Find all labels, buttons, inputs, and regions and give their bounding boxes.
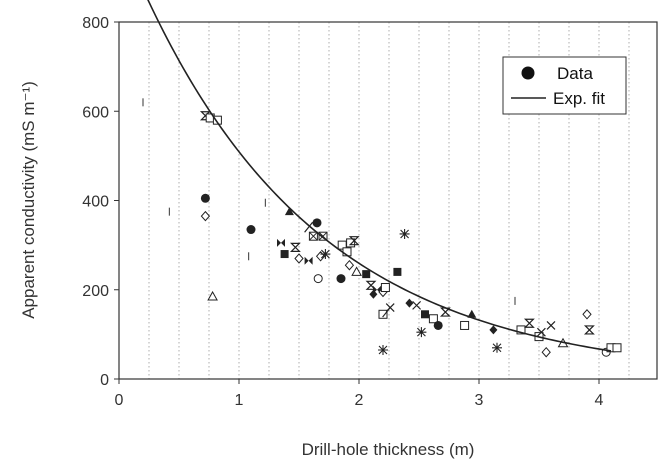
y-tick-label: 200 [82, 283, 109, 300]
data-point [200, 193, 210, 203]
data-point [246, 225, 256, 235]
data-point [385, 303, 395, 313]
data-point [336, 274, 346, 284]
data-point [207, 290, 218, 301]
data-point [523, 318, 535, 328]
data-point [421, 310, 429, 319]
data-point [277, 238, 285, 247]
y-tick-label: 0 [100, 372, 109, 389]
data-point [416, 327, 427, 338]
data-point [351, 266, 362, 276]
y-tick-label: 400 [82, 194, 109, 211]
data-point [612, 343, 622, 353]
data-point [399, 228, 410, 239]
data-point [365, 280, 377, 290]
data-point [304, 256, 313, 265]
y-axis-title: Apparent conductivity (mS m⁻¹) [19, 81, 38, 319]
data-point [380, 283, 390, 293]
legend: Data Exp. fit [502, 56, 627, 115]
data-point [541, 346, 551, 358]
data-point [492, 342, 502, 353]
legend-marker-data [521, 66, 535, 80]
data-point [489, 325, 498, 335]
data-point [378, 344, 388, 355]
data-point [280, 250, 289, 259]
data-point [289, 242, 301, 252]
data-point [348, 236, 360, 246]
data-point [294, 253, 304, 264]
data-point [583, 325, 595, 335]
data-point [315, 251, 326, 262]
data-points [142, 98, 622, 358]
data-point [313, 274, 323, 284]
data-point [320, 249, 331, 260]
grid-lines [148, 22, 630, 379]
data-point [582, 309, 592, 320]
data-point [200, 210, 211, 222]
data-point [433, 320, 443, 330]
x-tick-label: 4 [595, 392, 604, 409]
y-tick-label: 800 [82, 15, 109, 32]
data-point [304, 221, 314, 233]
axis-ticks: 0 1 2 3 4 0 200 400 600 800 [82, 15, 603, 409]
data-point [369, 289, 378, 299]
data-point [344, 259, 355, 271]
data-point [312, 218, 322, 228]
data-point [308, 231, 318, 241]
data-point [346, 238, 356, 248]
x-tick-label: 0 [115, 392, 124, 409]
data-point [536, 327, 546, 337]
data-point [393, 267, 402, 276]
data-point [212, 115, 222, 125]
data-point [460, 320, 470, 330]
data-point [378, 309, 388, 319]
legend-label-data: Data [557, 64, 593, 83]
data-point [405, 298, 414, 308]
data-point [284, 207, 294, 216]
data-point [428, 314, 438, 324]
legend-label-fit: Exp. fit [553, 89, 605, 108]
data-point [546, 321, 556, 330]
y-tick-label: 600 [82, 104, 109, 121]
x-axis-title: Drill-hole thickness (m) [302, 440, 475, 459]
data-point [467, 309, 477, 318]
x-tick-label: 3 [475, 392, 484, 409]
exp-fit-line [147, 0, 612, 352]
legend-box [502, 56, 627, 115]
x-tick-label: 2 [355, 392, 364, 409]
data-point [362, 270, 371, 279]
data-point [516, 325, 526, 335]
x-tick-label: 1 [235, 392, 244, 409]
data-point [412, 300, 422, 310]
